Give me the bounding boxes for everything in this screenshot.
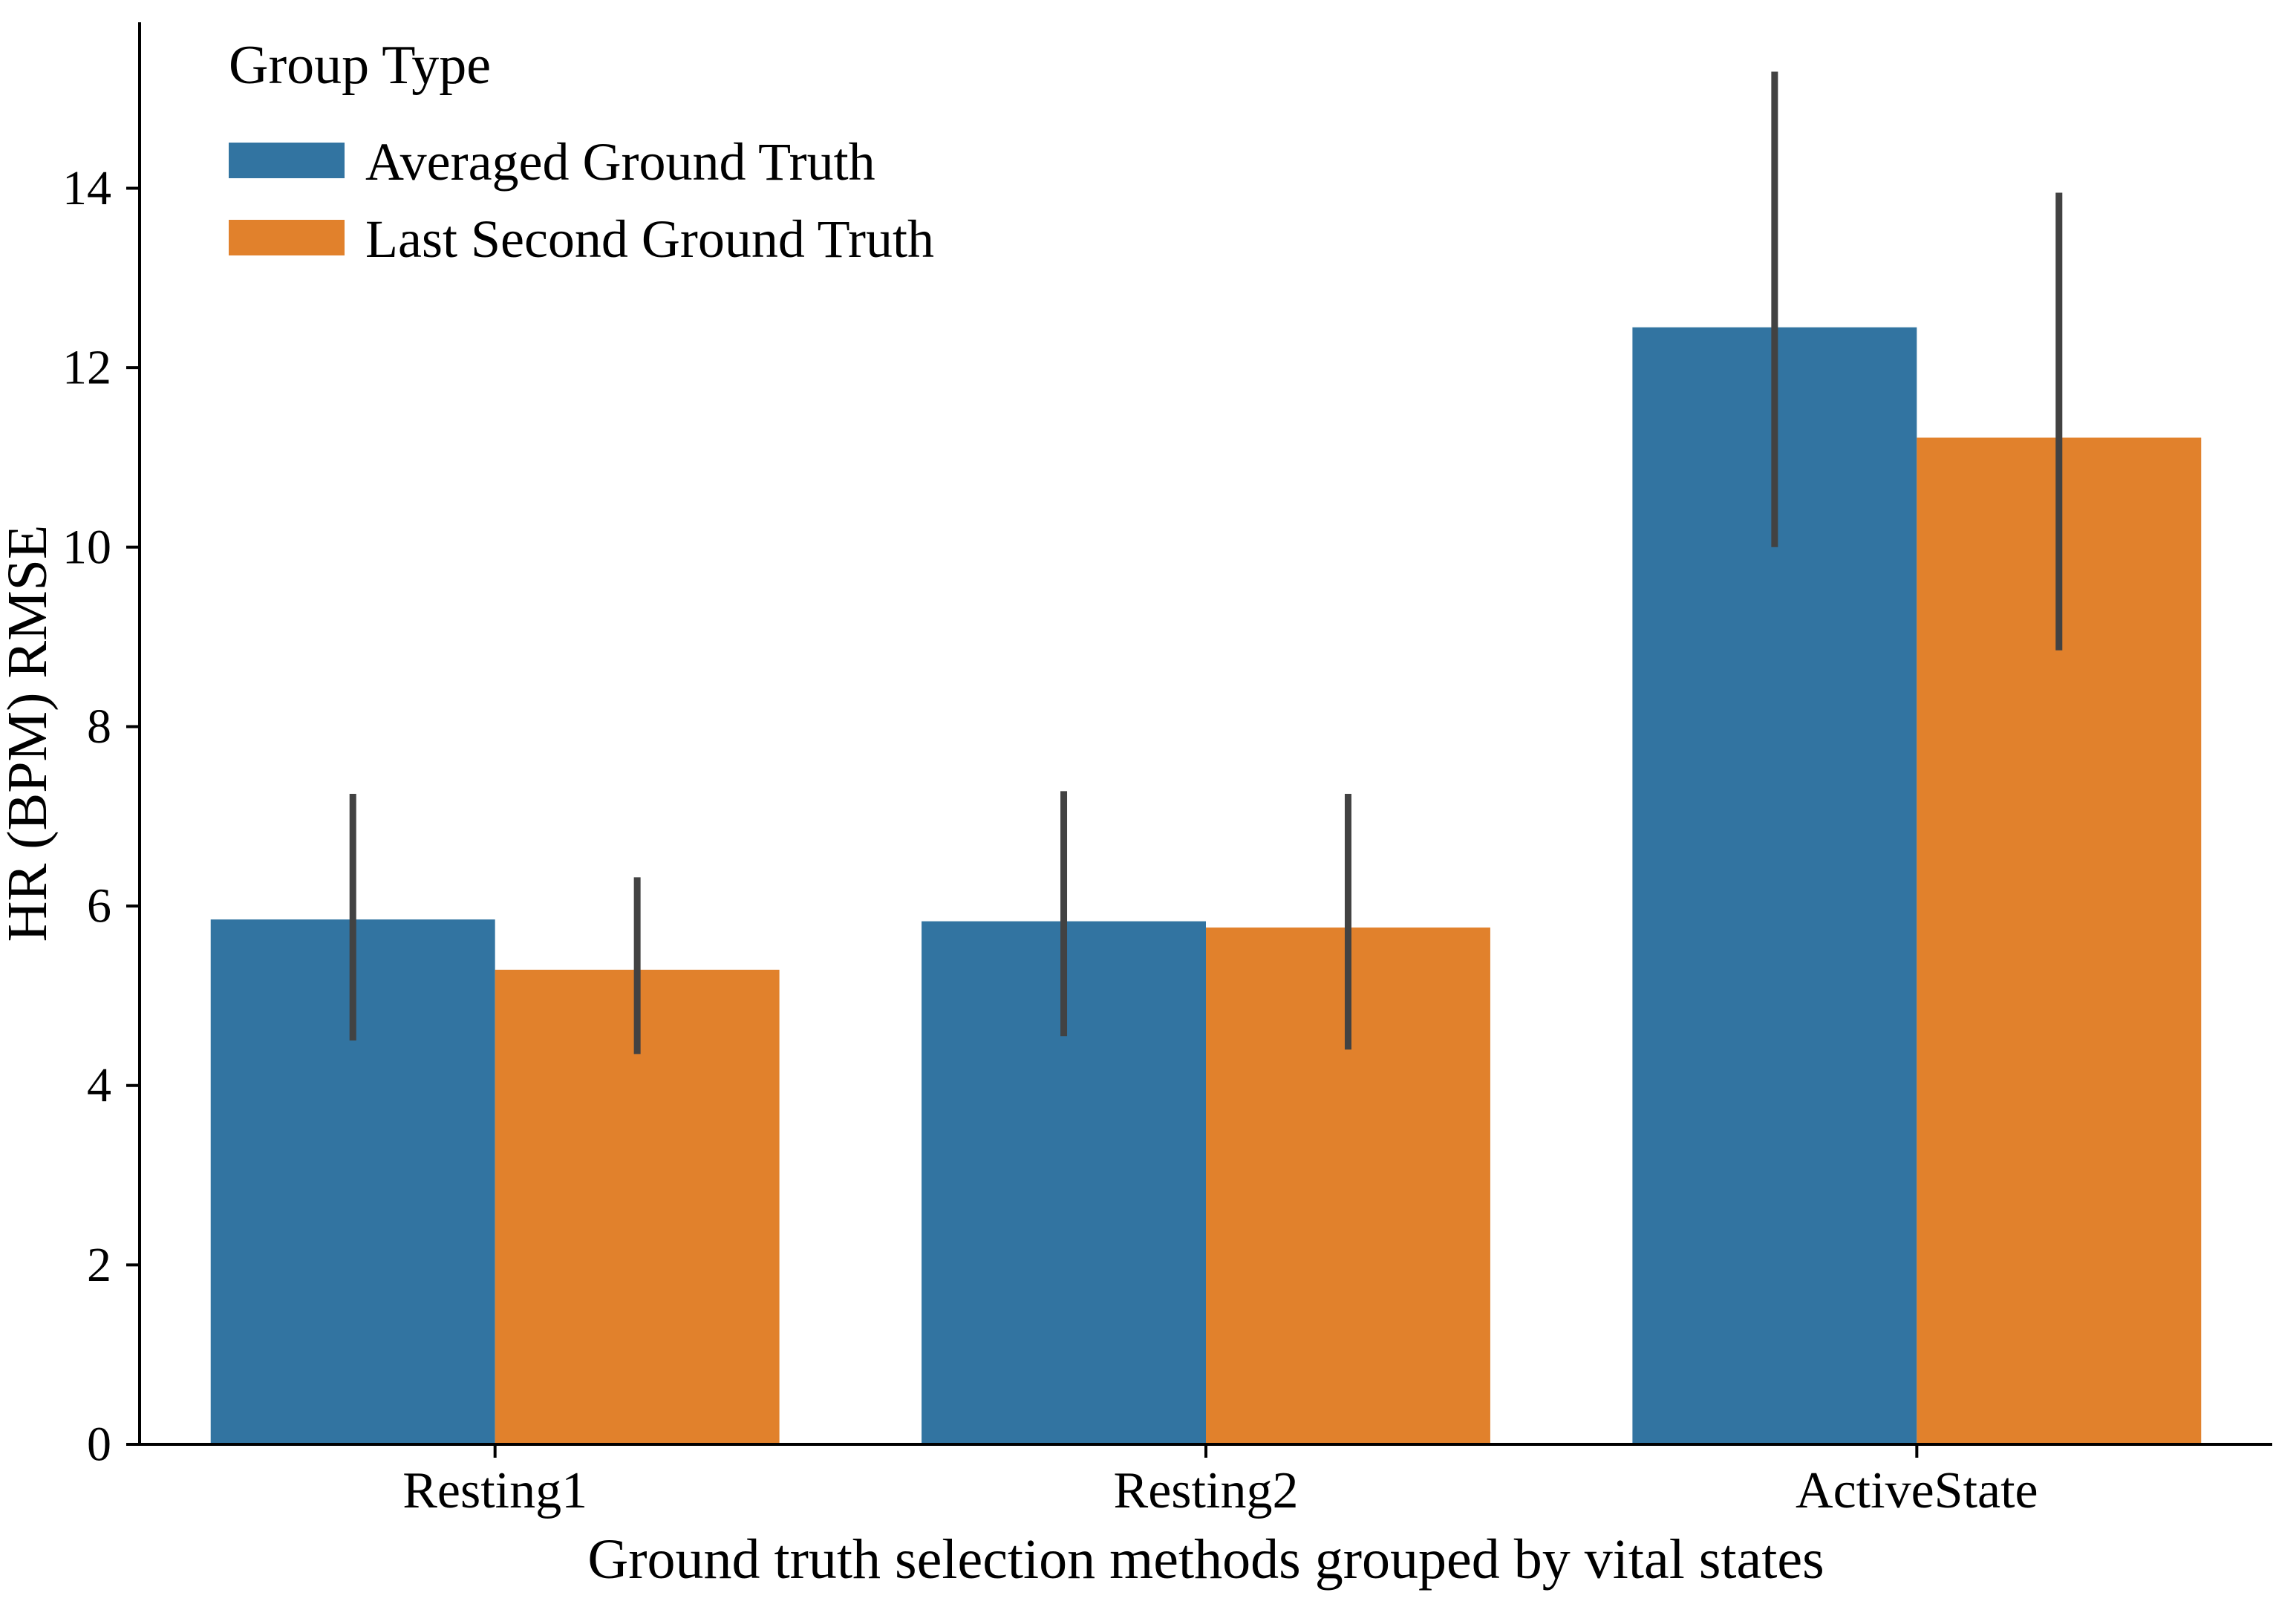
y-tick-label: 14 [62, 161, 111, 215]
legend-swatch [229, 143, 345, 178]
legend-title: Group Type [229, 35, 491, 96]
x-category-label: Resting1 [402, 1462, 587, 1519]
y-axis-title: HR (BPM) RMSE [0, 525, 59, 942]
x-axis-title: Ground truth selection methods grouped b… [587, 1528, 1824, 1591]
y-tick-label: 6 [87, 879, 111, 933]
y-tick-label: 2 [87, 1238, 111, 1292]
legend-swatch [229, 220, 345, 255]
legend-label: Last Second Ground Truth [365, 209, 934, 269]
x-category-label: Resting2 [1114, 1462, 1299, 1519]
y-tick-label: 12 [62, 341, 111, 395]
y-tick-label: 10 [62, 520, 111, 574]
y-tick-label: 0 [87, 1418, 111, 1472]
legend-label: Averaged Ground Truth [365, 132, 875, 192]
x-category-label: ActiveState [1796, 1462, 2038, 1519]
y-tick-label: 4 [87, 1058, 111, 1112]
y-tick-label: 8 [87, 700, 111, 754]
